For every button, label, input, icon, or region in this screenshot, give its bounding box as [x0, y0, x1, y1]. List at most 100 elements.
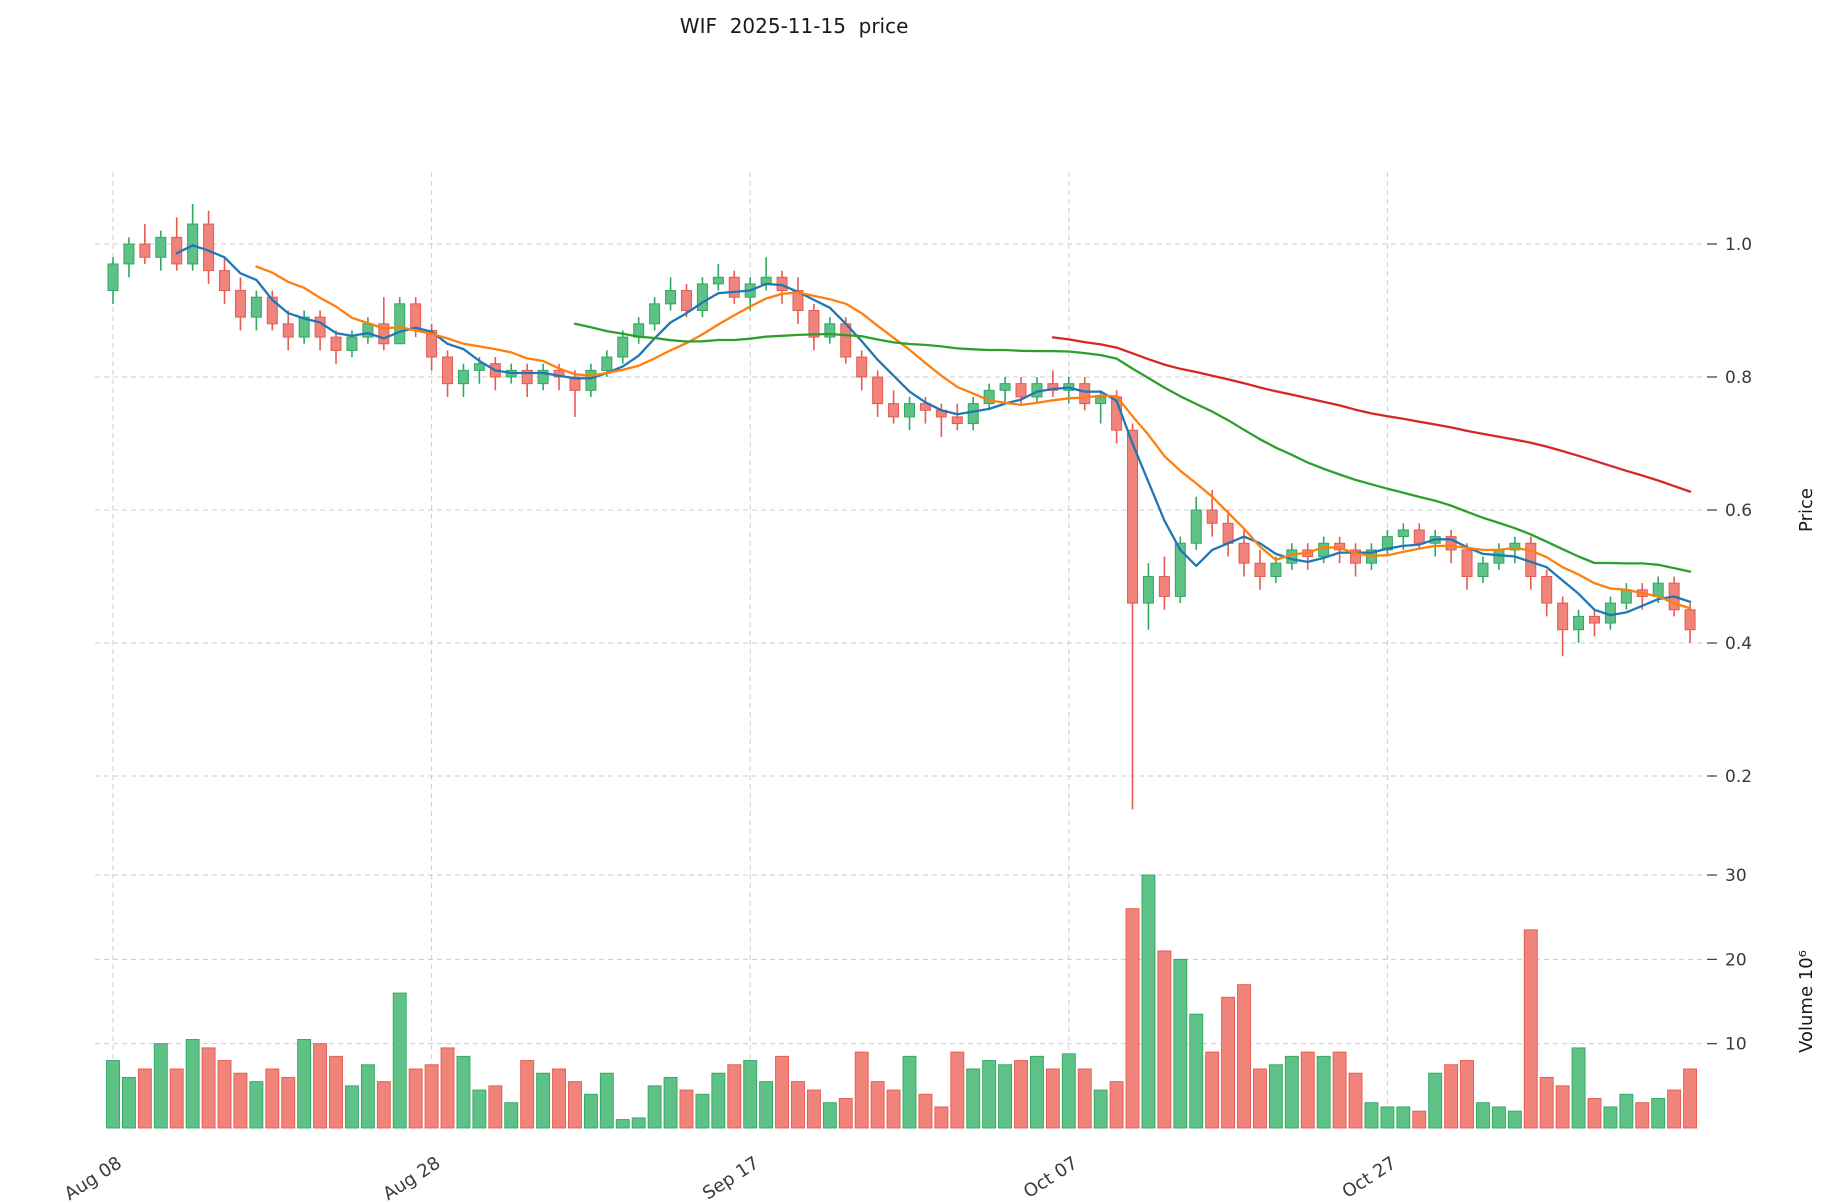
candle-body [442, 356, 454, 385]
candle-body [696, 283, 708, 311]
volume-bar [153, 1043, 168, 1129]
candle-body [266, 296, 278, 325]
volume-bar [472, 1089, 487, 1129]
candle-body [426, 329, 438, 358]
candle-body [219, 270, 231, 292]
candle-body [680, 290, 692, 311]
volume-tick-label: 10 [1725, 1035, 1747, 1055]
volume-tick-label: 30 [1725, 866, 1747, 886]
candle-body [1222, 522, 1234, 544]
volume-bar [329, 1055, 343, 1129]
price-tick-label: 0.4 [1725, 634, 1752, 654]
candle-body [1620, 589, 1632, 604]
volume-bar [1523, 929, 1538, 1129]
candle-body [282, 323, 294, 338]
volume-bar [1396, 1106, 1411, 1129]
volume-bar [822, 1102, 837, 1129]
candle-body [521, 369, 533, 385]
candle-body [378, 323, 390, 345]
volume-bar [727, 1064, 742, 1129]
volume-bar [169, 1068, 184, 1129]
volume-bar [360, 1064, 375, 1129]
volume-bar [647, 1085, 662, 1129]
volume-bar [345, 1085, 359, 1129]
gridlines [95, 172, 1705, 1128]
volume-bar [1683, 1068, 1698, 1129]
volume-bar [137, 1068, 152, 1129]
volume-bar [1635, 1102, 1650, 1129]
candle-body [1588, 615, 1600, 624]
volume-bar [201, 1047, 216, 1129]
candle-body [473, 363, 485, 371]
volume-bar [265, 1068, 280, 1129]
candle-body [1047, 383, 1059, 391]
volume-bar [854, 1051, 869, 1129]
volume-bar [456, 1055, 471, 1129]
volume-bar [1077, 1068, 1092, 1129]
candle-body [904, 403, 915, 418]
moving-average-lines [175, 244, 1692, 617]
volume-bar [711, 1072, 726, 1129]
candles-layer [107, 204, 1696, 810]
candle-body [1652, 582, 1664, 597]
volume-bar [1300, 1051, 1315, 1129]
volume-bar [424, 1064, 439, 1129]
volume-bar [1045, 1068, 1060, 1129]
candle-body [553, 369, 565, 378]
volume-bar [121, 1076, 136, 1129]
volume-bar [1571, 1047, 1586, 1129]
price-tick-label: 1.0 [1725, 235, 1752, 255]
volume-bar [1491, 1106, 1506, 1129]
volume-bar [631, 1117, 646, 1129]
volume-bar [1237, 984, 1251, 1129]
volume-bar [918, 1093, 933, 1129]
volume-bar [1268, 1064, 1283, 1129]
volume-bar [1587, 1098, 1602, 1129]
price-tick-label: 0.6 [1725, 501, 1752, 521]
volume-bar [249, 1081, 264, 1129]
candle-body [888, 403, 900, 418]
volume-bar [695, 1093, 710, 1129]
volume-bar [1141, 874, 1156, 1129]
volume-bar [1460, 1060, 1475, 1129]
volume-bar [520, 1060, 535, 1129]
candle-body [601, 356, 613, 371]
candle-body [107, 263, 119, 292]
candle-body [1158, 576, 1170, 597]
volume-bar [1651, 1098, 1666, 1129]
x-tick-label: Oct 07 [1020, 1153, 1082, 1202]
candle-body [728, 276, 740, 298]
candle-body [155, 236, 167, 258]
volume-bar [663, 1076, 678, 1129]
candle-body [1254, 562, 1266, 578]
volume-bar [599, 1072, 614, 1129]
volume-bar [376, 1081, 391, 1129]
volume-bar [1109, 1081, 1124, 1129]
volume-bar [583, 1093, 598, 1129]
candle-body [139, 243, 151, 258]
candle-body [1015, 383, 1027, 398]
candle-body [856, 356, 868, 378]
volume-tick-label: 20 [1725, 950, 1747, 970]
volume-bar [791, 1081, 805, 1129]
volume-bar [1555, 1085, 1570, 1129]
volume-bar [806, 1089, 821, 1129]
candle-body [585, 369, 597, 391]
volume-bar [998, 1064, 1013, 1129]
volume-bar [392, 992, 407, 1129]
volume-bar [1189, 1013, 1204, 1129]
volume-bar [1364, 1102, 1379, 1129]
volume-bar [870, 1081, 885, 1129]
candle-body [808, 310, 820, 338]
candle-body [1127, 429, 1139, 604]
candle-body [537, 369, 549, 385]
candle-body [203, 223, 215, 272]
volume-bar [313, 1043, 328, 1129]
candle-body [123, 243, 135, 265]
x-tick-label: Oct 27 [1339, 1153, 1401, 1202]
volume-bar [297, 1039, 312, 1129]
chart-title: WIF 2025-11-15 price [679, 14, 909, 38]
candle-body [1557, 602, 1569, 631]
volume-bar [1221, 996, 1236, 1129]
volume-bar [886, 1089, 901, 1129]
